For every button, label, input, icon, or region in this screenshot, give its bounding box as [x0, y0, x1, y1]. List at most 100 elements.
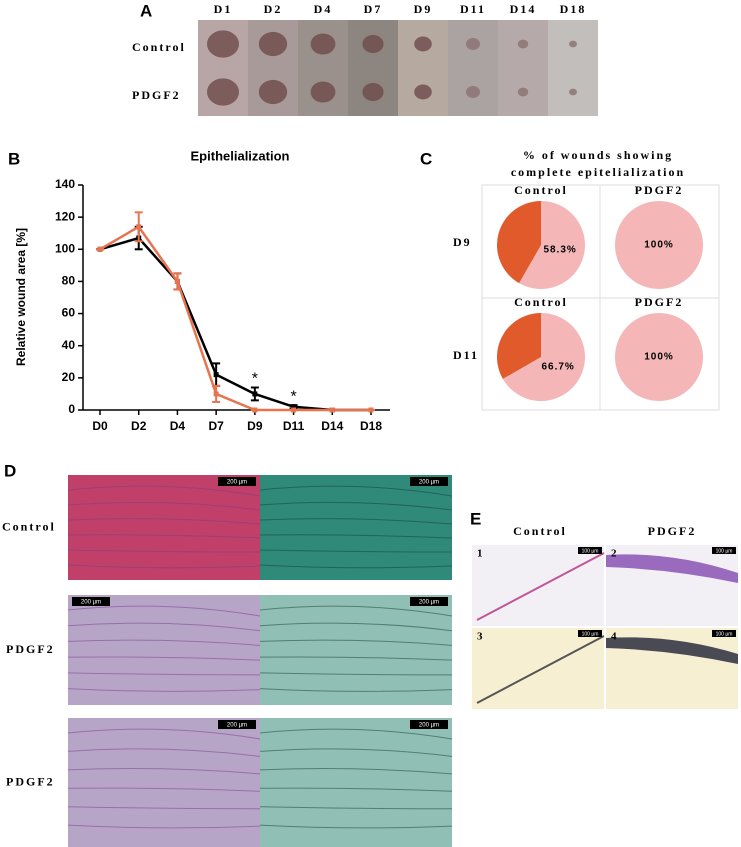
scale-bar-label: 200 µm: [227, 480, 247, 486]
histology-image: [260, 475, 452, 580]
tissue-fiber: [259, 622, 453, 632]
wound: [258, 31, 288, 57]
point: [97, 246, 103, 252]
image-number: 2: [611, 548, 619, 560]
x-tick-label: D2: [131, 419, 147, 433]
tissue-fiber: [67, 787, 261, 792]
pie-title: Control: [514, 183, 568, 197]
row-label: Control: [2, 519, 56, 533]
histology-image: [68, 595, 260, 705]
panel-label: A: [140, 1, 152, 20]
pie-slice: [615, 313, 703, 401]
day-label: D4: [314, 2, 333, 16]
day-label: D11: [460, 2, 486, 16]
row-label: D9: [453, 235, 472, 249]
tissue-fiber: [259, 639, 453, 646]
histology-image: [68, 475, 260, 580]
panel-label: B: [8, 149, 20, 168]
scale-bar-box: [410, 720, 448, 729]
scale-bar-box: [712, 630, 736, 637]
scale-bar-label: 100 µm: [716, 631, 733, 637]
y-tick-label: 60: [62, 306, 76, 320]
scale-bar-box: [578, 547, 602, 554]
panel-label: E: [470, 509, 481, 528]
wound: [207, 78, 239, 106]
tissue-fiber: [259, 518, 453, 525]
wound: [517, 87, 529, 97]
y-tick-label: 40: [62, 338, 76, 352]
x-tick-label: D14: [321, 419, 343, 433]
tissue-fiber: [259, 688, 453, 692]
wound: [310, 33, 336, 55]
point: [329, 407, 335, 413]
panel-label: C: [420, 149, 432, 168]
y-tick-label: 80: [62, 274, 76, 288]
tissue-fiber: [67, 501, 261, 511]
scale-bar-label: 100 µm: [716, 548, 733, 554]
pie-title: PDGF2: [635, 183, 684, 197]
day-label: D14: [510, 2, 537, 16]
row-label: PDGF2: [6, 774, 55, 788]
tissue-fiber: [259, 501, 453, 511]
scale-bar-box: [712, 547, 736, 554]
tissue-fiber: [67, 688, 261, 692]
y-tick-label: 0: [68, 402, 75, 416]
histology-image: [260, 595, 452, 705]
tissue-fiber: [259, 534, 453, 539]
x-tick-label: D11: [283, 419, 305, 433]
x-tick-label: D4: [170, 419, 186, 433]
scale-bar-label: 200 µm: [81, 600, 101, 606]
panel-c-title: % of wounds showing: [523, 148, 673, 162]
tissue-fiber: [67, 639, 261, 646]
row-label: D11: [453, 348, 479, 362]
point: [213, 372, 219, 378]
image-number: 4: [611, 631, 619, 643]
tissue-layer: [606, 637, 738, 664]
day-label: D2: [264, 2, 283, 16]
chart-title: Epithelialization: [191, 148, 290, 163]
slice-label: 100%: [644, 352, 674, 363]
pie-slice: [502, 313, 585, 402]
point: [291, 404, 297, 410]
tissue-fiber: [67, 728, 261, 740]
wound: [362, 34, 384, 54]
x-tick-label: D18: [360, 419, 382, 433]
point: [368, 407, 374, 413]
scale-bar-box: [218, 720, 256, 729]
y-tick-label: 100: [55, 241, 75, 255]
slice-label: 66.7%: [541, 362, 574, 373]
histology-image: [260, 718, 452, 847]
scale-bar-label: 200 µm: [419, 600, 439, 606]
row-label: PDGF2: [132, 88, 181, 102]
slice-label: 100%: [644, 240, 674, 251]
scale-bar-box: [578, 630, 602, 637]
tissue-fiber: [67, 806, 261, 810]
x-tick-label: D9: [247, 419, 263, 433]
micrograph: [472, 545, 604, 626]
pie-title: Control: [514, 295, 568, 309]
x-tick-label: D0: [92, 419, 108, 433]
tissue-fiber: [67, 605, 261, 617]
wound: [466, 86, 480, 98]
tissue-fiber: [67, 672, 261, 676]
point: [291, 407, 297, 413]
pie-slice: [615, 201, 703, 289]
slice-label: 58.3%: [543, 245, 576, 256]
image-number: 3: [477, 631, 485, 643]
point: [136, 224, 142, 230]
point: [213, 391, 219, 397]
tissue-fiber: [259, 768, 453, 775]
scale-bar-box: [410, 597, 448, 606]
tissue-fiber: [259, 485, 453, 497]
y-tick-label: 120: [55, 209, 75, 223]
series-line: [99, 236, 371, 412]
point: [252, 391, 258, 397]
tissue-fiber: [259, 748, 453, 757]
tissue-fiber: [67, 656, 261, 661]
pie-slice: [497, 313, 541, 379]
point: [252, 407, 258, 413]
column-label: Control: [513, 524, 567, 538]
column-label: PDGF2: [648, 524, 697, 538]
tissue-layer: [476, 635, 605, 704]
day-label: D1: [214, 2, 233, 16]
